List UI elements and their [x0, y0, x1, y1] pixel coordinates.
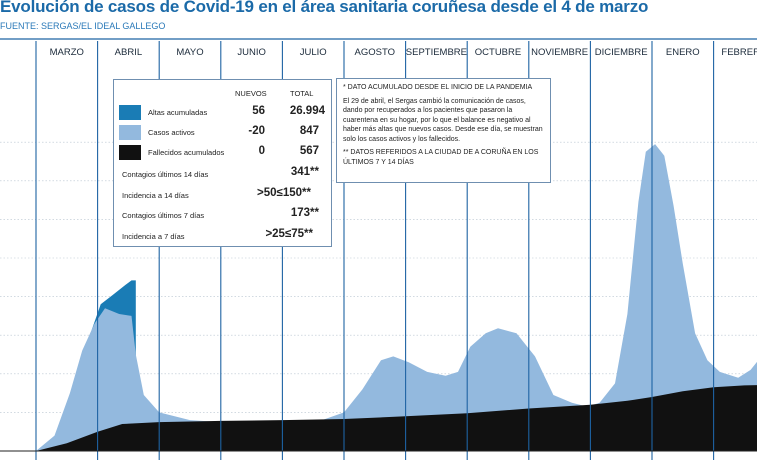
- legend-row-activos: Casos activos -20 847: [114, 125, 331, 141]
- fallecidos-swatch: [119, 145, 141, 160]
- legend-col-nuevos: NUEVOS: [235, 89, 267, 98]
- legend-col-total: TOTAL: [290, 89, 314, 98]
- legend-label-altas: Altas acumuladas: [148, 108, 208, 117]
- legend-label-contagios14: Contagios últimos 14 días: [122, 170, 209, 179]
- source-text: FUENTE: SERGAS/EL IDEAL GALLEGO: [0, 21, 166, 31]
- month-label: MARZO: [50, 47, 84, 58]
- month-labels: MARZO ABRIL MAYO JUNIO JULIO AGOSTO SEPTIEMBRE…: [50, 47, 757, 58]
- chart-title: Evolución de casos de Covid-19 en el áre…: [0, 0, 649, 16]
- data-areas: [36, 144, 757, 451]
- legend-total-altas: 26.994: [289, 105, 325, 117]
- month-label: ABRIL: [115, 47, 142, 58]
- legend-label-incidencia14: Incidencia a 14 días: [122, 191, 189, 200]
- note-accumulated: * DATO ACUMULADO DESDE EL INICIO DE LA P…: [343, 84, 533, 91]
- month-label: JUNIO: [237, 47, 266, 58]
- altas-swatch: [119, 105, 141, 120]
- note-city-data: ** DATOS REFERIDOS A LA CIUDAD DE A CORU…: [343, 149, 539, 166]
- legend-label-fallecidos: Fallecidos acumulados: [148, 148, 225, 157]
- month-label: ENERO: [666, 47, 700, 58]
- legend-total-fallecidos: 567: [299, 145, 319, 157]
- month-label: OCTUBRE: [475, 47, 521, 58]
- legend-total-activos: 847: [299, 125, 319, 137]
- legend-nuevos-fallecidos: 0: [258, 145, 265, 157]
- note-april-change: El 29 de abril, el Sergas cambió la comu…: [343, 97, 543, 143]
- month-label: AGOSTO: [355, 47, 395, 58]
- month-label: NOVIEMBRE: [531, 47, 588, 58]
- legend-nuevos-altas: 56: [252, 105, 265, 117]
- activos-swatch: [119, 125, 141, 140]
- month-label: FEBRERO: [721, 47, 757, 58]
- legend-row-fallecidos: Fallecidos acumulados 0 567: [114, 145, 331, 161]
- notes-box: * DATO ACUMULADO DESDE EL INICIO DE LA P…: [336, 78, 551, 183]
- series-area-fallecidos-acumulados: [36, 385, 757, 451]
- month-label: MAYO: [176, 47, 203, 58]
- legend-label-incidencia7: Incidencia a 7 días: [122, 232, 185, 241]
- legend-value-incidencia7: >25≤75**: [265, 228, 313, 240]
- legend-box: NUEVOS TOTAL Altas acumuladas 56 26.994 …: [113, 79, 332, 247]
- month-label: JULIO: [300, 47, 327, 58]
- legend-value-contagios14: 341**: [290, 166, 319, 178]
- legend-label-activos: Casos activos: [148, 128, 195, 137]
- legend-value-incidencia14: >50≤150**: [257, 187, 311, 199]
- legend-label-contagios7: Contagios últimos 7 días: [122, 211, 205, 220]
- month-label: DICIEMBRE: [595, 47, 648, 58]
- legend-row-altas: Altas acumuladas 56 26.994: [114, 105, 331, 121]
- legend-nuevos-activos: -20: [248, 125, 265, 137]
- legend-value-contagios7: 173**: [290, 207, 319, 219]
- month-label: SEPTIEMBRE: [406, 47, 467, 58]
